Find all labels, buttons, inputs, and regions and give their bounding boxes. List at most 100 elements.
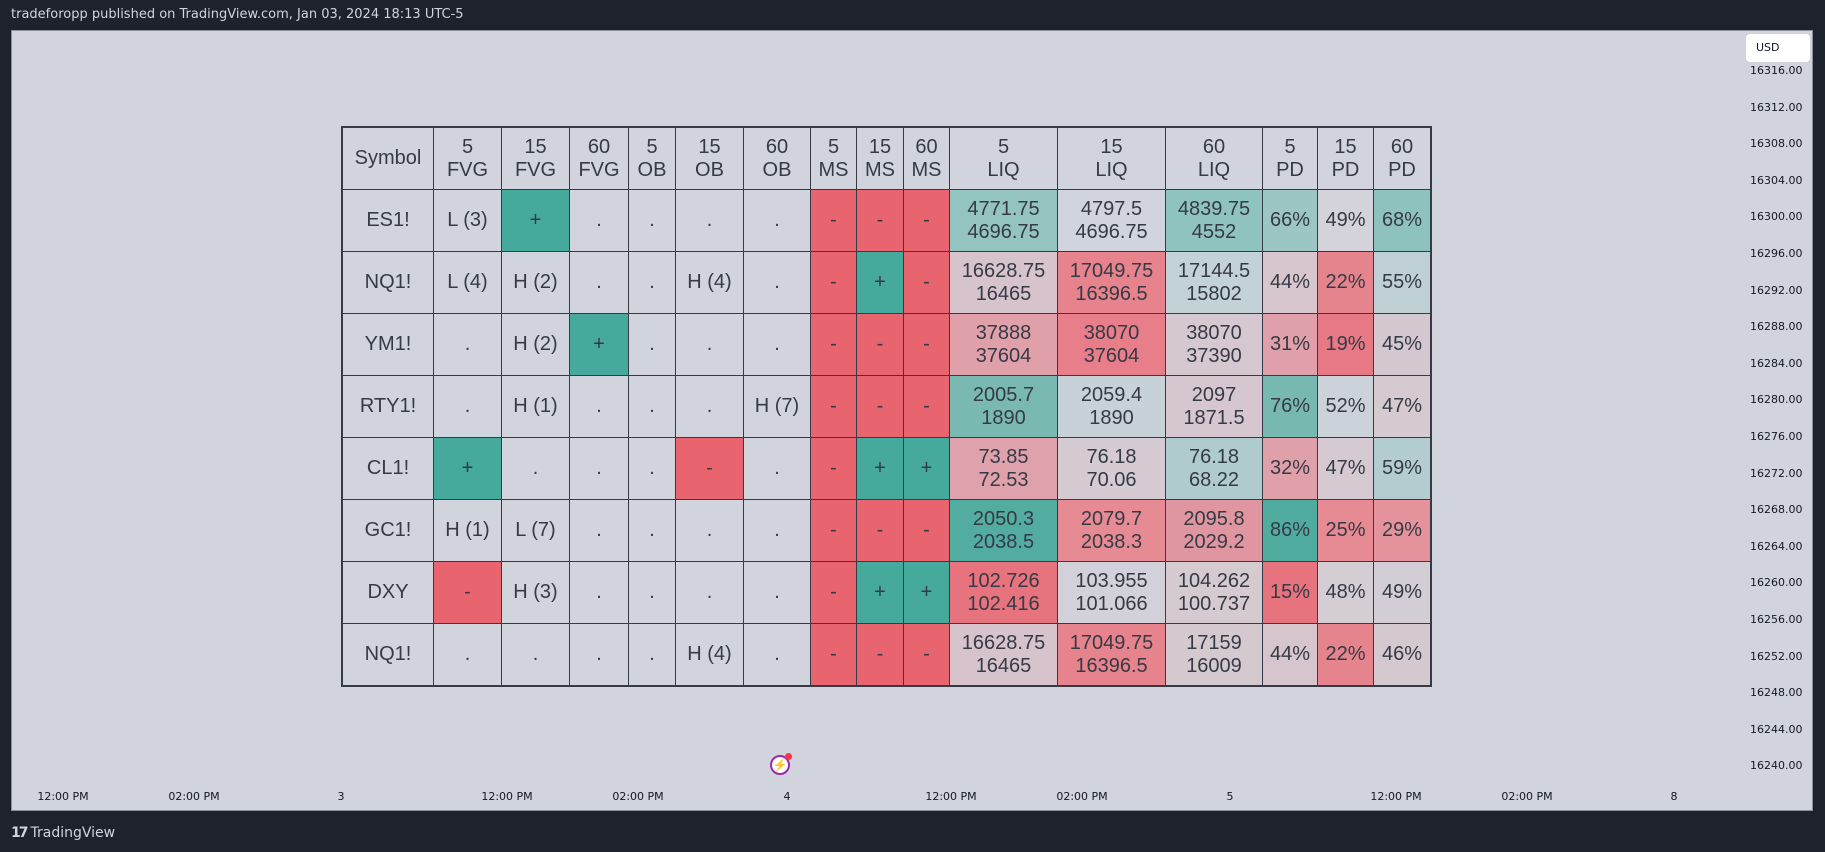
table-cell: 4797.5 4696.75 (1057, 189, 1166, 252)
symbol-cell: DXY (341, 561, 434, 624)
time-label: 12:00 PM (925, 790, 977, 803)
table-cell: H (7) (743, 375, 811, 438)
time-label: 8 (1670, 790, 1678, 803)
column-header: 15 FVG (501, 126, 570, 190)
table-cell: . (569, 251, 629, 314)
table-cell: 2059.4 1890 (1057, 375, 1166, 438)
table-cell: - (903, 251, 950, 314)
time-label: 12:00 PM (1370, 790, 1422, 803)
column-header: 5 FVG (433, 126, 502, 190)
table-cell: L (4) (433, 251, 502, 314)
table-cell: 37888 37604 (949, 313, 1058, 376)
column-header: 15 PD (1317, 126, 1374, 190)
table-cell: - (810, 561, 857, 624)
column-header: 60 FVG (569, 126, 629, 190)
price-label: 16252.00 (1750, 649, 1803, 663)
table-cell: + (903, 437, 950, 500)
symbol-cell: GC1! (341, 499, 434, 562)
table-cell: - (856, 313, 904, 376)
header-row: Symbol 5 FVG 15 FVG 60 FVG 5 OB 15 OB 60 OB 5 M… (341, 126, 1432, 190)
symbol-cell: NQ1! (341, 251, 434, 314)
table-cell: 49% (1373, 561, 1432, 624)
symbol-cell: ES1! (341, 189, 434, 252)
table-cell: 2005.7 1890 (949, 375, 1058, 438)
table-cell: 31% (1262, 313, 1318, 376)
time-label: 12:00 PM (481, 790, 533, 803)
table-cell: L (7) (501, 499, 570, 562)
table-cell: . (628, 313, 676, 376)
table-cell: 59% (1373, 437, 1432, 500)
table-cell: 46% (1373, 623, 1432, 687)
table-cell: 66% (1262, 189, 1318, 252)
table-cell: 55% (1373, 251, 1432, 314)
table-cell: . (675, 375, 744, 438)
column-header: 60 PD (1373, 126, 1432, 190)
table-cell: 76.18 68.22 (1165, 437, 1263, 500)
table-cell: . (743, 189, 811, 252)
time-label: 02:00 PM (168, 790, 220, 803)
column-header: 5 MS (810, 126, 857, 190)
tradingview-logo[interactable]: 17 TradingView (11, 825, 115, 841)
column-header: 15 OB (675, 126, 744, 190)
currency-button[interactable]: USD (1746, 34, 1810, 62)
table-cell: + (856, 561, 904, 624)
table-cell: - (903, 499, 950, 562)
table-cell: . (569, 437, 629, 500)
price-label: 16312.00 (1750, 100, 1803, 114)
table-cell: . (628, 561, 676, 624)
table-cell: . (569, 189, 629, 252)
table-cell: . (433, 623, 502, 687)
table-cell: 19% (1317, 313, 1374, 376)
time-label: 02:00 PM (612, 790, 664, 803)
table-cell: 44% (1262, 623, 1318, 687)
table-cell: 47% (1373, 375, 1432, 438)
table-row: GC1! H (1) L (7).... - - -2050.3 2038.5 2079.7… (341, 499, 1432, 562)
table-cell: . (628, 437, 676, 500)
table-cell: . (743, 561, 811, 624)
table-cell: . (569, 623, 629, 687)
column-header: 5 OB (628, 126, 676, 190)
table-cell: + (856, 251, 904, 314)
table-cell: + (433, 437, 502, 500)
table-cell: 17159 16009 (1165, 623, 1263, 687)
price-label: 16248.00 (1750, 686, 1803, 700)
table-cell: 38070 37604 (1057, 313, 1166, 376)
table-cell: . (743, 623, 811, 687)
brand-name: TradingView (30, 825, 116, 841)
market-structure-table: Symbol 5 FVG 15 FVG 60 FVG 5 OB 15 OB 60 OB 5 M… (341, 126, 1432, 687)
table-row: CL1! +... -. - + +73.85 72.53 76.18 70.06 76.18… (341, 437, 1432, 500)
column-header: 5 LIQ (949, 126, 1058, 190)
price-label: 16308.00 (1750, 137, 1803, 151)
symbol-cell: NQ1! (341, 623, 434, 687)
table-row: NQ1! L (4) H (2).. H (4). - + -16628.75 16465 1… (341, 251, 1432, 314)
table-cell: - (433, 561, 502, 624)
table-cell: - (903, 375, 950, 438)
price-label: 16276.00 (1750, 430, 1803, 443)
table-cell: . (628, 189, 676, 252)
table-cell: . (433, 375, 502, 438)
price-label: 16240.00 (1750, 759, 1803, 773)
price-label: 16280.00 (1750, 393, 1803, 407)
time-label: 5 (1226, 790, 1234, 803)
lightning-icon[interactable]: ⚡ (770, 753, 792, 775)
table-row: RTY1!. H (1)... H (7) - - -2005.7 1890 2059.4 … (341, 375, 1432, 438)
table-cell: 25% (1317, 499, 1374, 562)
table-cell: 29% (1373, 499, 1432, 562)
table-cell: 22% (1317, 251, 1374, 314)
table-row: NQ1!.... H (4). - - -16628.75 16465 17049.75 … (341, 623, 1432, 687)
table-cell: H (1) (501, 375, 570, 438)
table-cell: - (675, 437, 744, 500)
table-cell: . (628, 375, 676, 438)
table-cell: 49% (1317, 189, 1374, 252)
symbol-cell: RTY1! (341, 375, 434, 438)
table-cell: - (903, 189, 950, 252)
table-cell: 17049.75 16396.5 (1057, 251, 1166, 314)
time-label: 02:00 PM (1501, 790, 1553, 803)
price-label: 16300.00 (1750, 210, 1803, 224)
table-cell: 45% (1373, 313, 1432, 376)
price-label: 16304.00 (1750, 173, 1803, 187)
time-label: 02:00 PM (1056, 790, 1108, 803)
price-label: 16288.00 (1750, 320, 1803, 334)
table-cell: . (569, 499, 629, 562)
table-cell: 2079.7 2038.3 (1057, 499, 1166, 562)
